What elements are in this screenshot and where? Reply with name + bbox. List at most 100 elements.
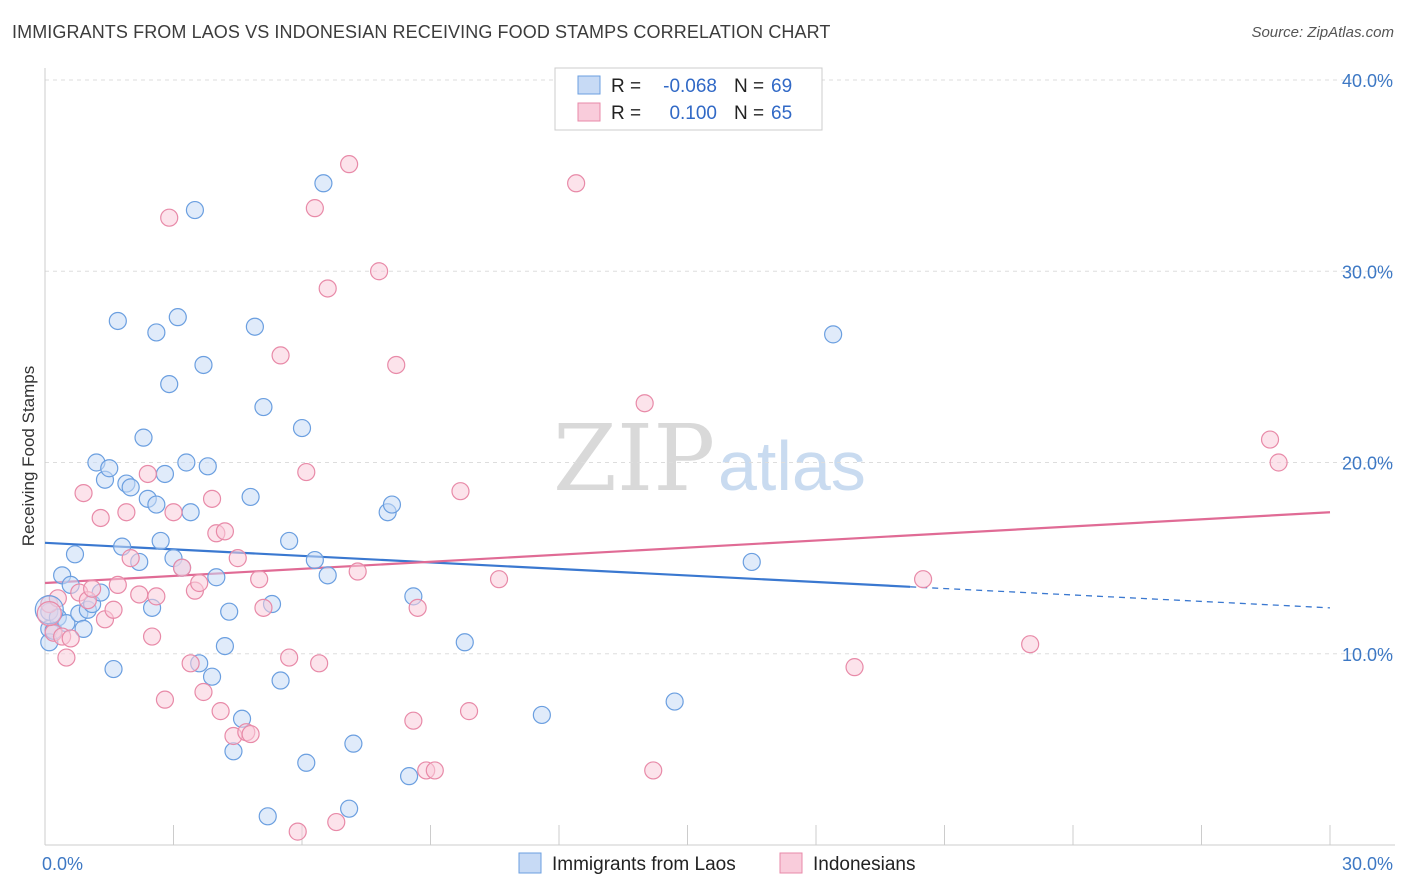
data-points	[34, 155, 1288, 841]
point-indonesians	[104, 600, 123, 619]
chart-source: Source: ZipAtlas.com	[1251, 24, 1394, 41]
point-indonesians	[83, 579, 102, 598]
point-laos	[177, 453, 196, 472]
point-laos	[194, 355, 213, 375]
point-laos	[108, 311, 127, 331]
point-indonesians	[164, 503, 183, 522]
point-laos	[340, 799, 359, 818]
point-laos	[665, 692, 684, 711]
y-tick-label: 40.0%	[1342, 71, 1393, 91]
y-tick-label: 20.0%	[1342, 454, 1393, 474]
bottom-legend-label-indonesians: Indonesians	[813, 854, 915, 875]
point-laos	[532, 705, 551, 725]
point-laos	[134, 428, 153, 447]
point-indonesians	[1021, 635, 1040, 654]
point-laos	[155, 464, 175, 484]
point-indonesians	[370, 262, 389, 281]
point-indonesians	[215, 522, 234, 541]
point-indonesians	[36, 600, 62, 627]
point-indonesians	[297, 462, 316, 482]
legend-r-value-indonesians: 0.100	[669, 103, 717, 124]
point-laos	[455, 633, 474, 652]
point-laos	[185, 200, 205, 220]
point-laos	[168, 308, 187, 327]
point-laos	[382, 495, 402, 514]
trend-line-indonesians	[44, 511, 1331, 585]
point-indonesians	[1260, 430, 1280, 449]
point-laos	[241, 487, 260, 507]
point-indonesians	[74, 484, 93, 503]
point-indonesians	[408, 598, 427, 617]
point-indonesians	[387, 355, 406, 375]
point-laos	[74, 619, 93, 638]
point-laos	[280, 531, 299, 551]
point-laos	[181, 503, 200, 522]
point-laos	[245, 317, 264, 336]
point-indonesians	[130, 585, 149, 604]
point-laos	[147, 495, 166, 514]
chart-title: IMMIGRANTS FROM LAOS VS INDONESIAN RECEI…	[12, 22, 831, 42]
point-indonesians	[254, 598, 273, 617]
point-indonesians	[147, 587, 166, 606]
point-indonesians	[327, 812, 346, 832]
point-indonesians	[305, 199, 324, 218]
bottom-legend-swatch-indonesians	[779, 852, 803, 874]
y-tick-label: 10.0%	[1342, 645, 1393, 665]
point-indonesians	[57, 648, 76, 667]
point-indonesians	[121, 549, 140, 568]
point-laos	[314, 174, 333, 193]
point-laos	[198, 457, 217, 476]
point-laos	[121, 478, 140, 497]
point-indonesians	[318, 279, 337, 298]
point-indonesians	[348, 562, 367, 581]
point-laos	[147, 323, 166, 342]
point-indonesians	[228, 549, 247, 568]
point-laos	[254, 397, 273, 417]
legend-n-value-indonesians: 65	[771, 103, 792, 124]
point-indonesians	[194, 682, 213, 702]
point-indonesians	[155, 690, 175, 709]
x-tick-label: 30.0%	[1342, 854, 1393, 874]
legend-r-value-laos: -0.068	[663, 76, 717, 97]
point-indonesians	[172, 558, 192, 577]
point-indonesians	[108, 575, 127, 595]
point-laos	[160, 374, 179, 394]
point-laos	[215, 636, 234, 656]
trend-line-laos-extension	[910, 586, 1331, 609]
legend-swatch-laos	[577, 75, 601, 95]
point-indonesians	[340, 155, 359, 174]
point-laos	[824, 325, 843, 344]
point-indonesians	[635, 394, 654, 413]
point-laos	[224, 742, 243, 761]
point-laos	[207, 568, 226, 587]
point-laos	[271, 671, 290, 690]
point-indonesians	[61, 629, 80, 648]
point-indonesians	[459, 702, 479, 721]
point-indonesians	[91, 508, 110, 528]
point-indonesians	[644, 761, 663, 780]
point-laos	[258, 807, 277, 826]
watermark: ZIP atlas	[553, 405, 866, 512]
bottom-legend-swatch-laos	[518, 852, 542, 874]
point-indonesians	[425, 761, 444, 780]
point-laos	[202, 667, 222, 686]
point-indonesians	[202, 489, 222, 508]
point-laos	[220, 602, 239, 621]
point-laos	[297, 753, 316, 772]
point-indonesians	[160, 208, 179, 227]
x-tick-label: 0.0%	[42, 854, 83, 874]
point-indonesians	[250, 570, 269, 589]
point-indonesians	[117, 503, 136, 522]
point-indonesians	[913, 570, 933, 589]
trend-line-laos	[44, 541, 911, 588]
point-indonesians	[451, 482, 470, 501]
point-laos	[318, 566, 337, 585]
point-indonesians	[288, 822, 307, 841]
point-indonesians	[845, 658, 864, 677]
point-laos	[65, 545, 85, 564]
y-axis-label: Receiving Food Stamps	[19, 366, 38, 546]
point-laos	[292, 418, 312, 438]
legend-r-label-indonesians: R =	[611, 103, 641, 124]
point-indonesians	[138, 464, 157, 484]
stats-legend: R = -0.068 N = 69 R = 0.100 N = 65	[554, 67, 823, 131]
